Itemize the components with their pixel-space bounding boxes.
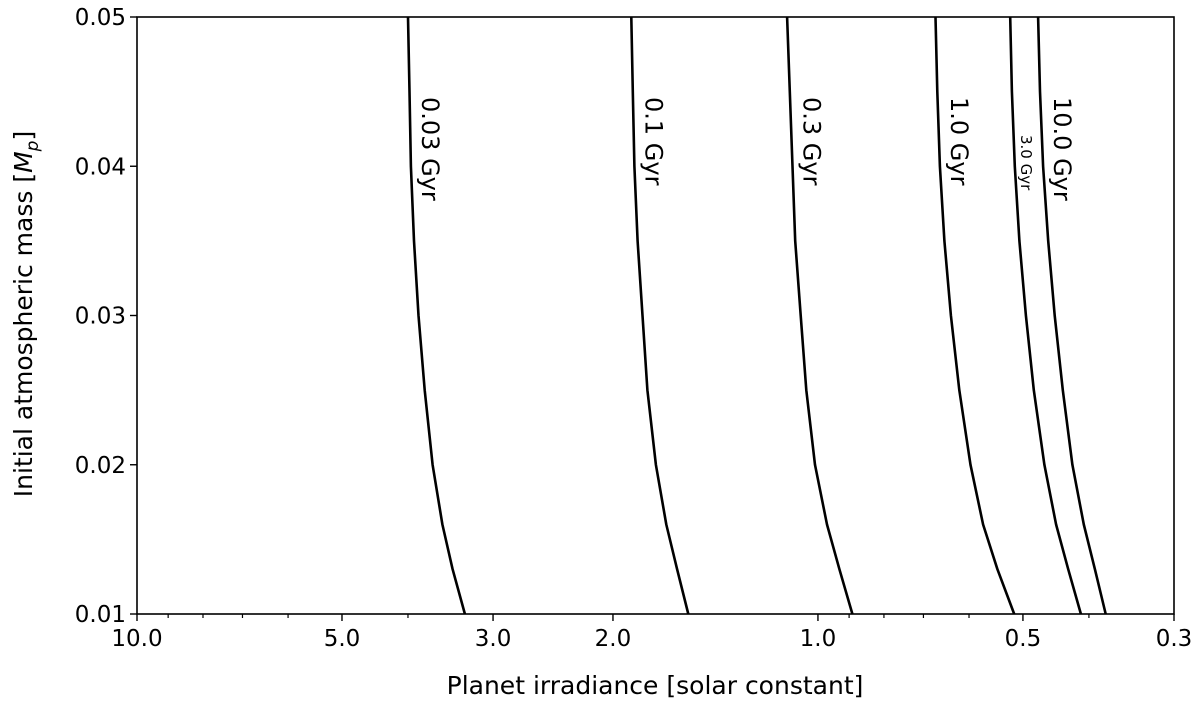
x-tick-label: 5.0 xyxy=(324,626,361,652)
plot-frame xyxy=(136,16,1175,615)
y-axis-ticks: 0.01 0.02 0.03 0.04 0.05 xyxy=(75,5,137,628)
y-axis-title: Initial atmospheric mass [Mp] xyxy=(9,131,43,498)
y-tick-label: 0.05 xyxy=(75,5,126,31)
y-tick-label: 0.04 xyxy=(75,154,126,180)
series-line xyxy=(934,16,1016,615)
x-tick-label: 3.0 xyxy=(475,626,512,652)
series-line xyxy=(1036,16,1107,615)
series-line xyxy=(630,16,690,615)
x-tick-label: 2.0 xyxy=(595,626,632,652)
y-axis-title-prefix: Initial atmospheric mass [ xyxy=(9,173,38,497)
y-tick-label: 0.02 xyxy=(75,453,126,479)
series-label: 1.0 Gyr xyxy=(945,97,973,186)
series-line xyxy=(785,16,854,615)
y-axis-title-variable: M xyxy=(9,151,38,173)
x-tick-label: 10.0 xyxy=(111,626,162,652)
y-axis-title-subscript: p xyxy=(23,140,43,152)
series-label: 0.1 Gyr xyxy=(639,97,667,186)
y-tick-label: 0.01 xyxy=(75,602,126,628)
y-tick-label: 0.03 xyxy=(75,304,126,330)
series-label: 0.3 Gyr xyxy=(798,97,826,186)
x-tick-label: 1.0 xyxy=(800,626,837,652)
series-label: 3.0 Gyr xyxy=(1017,135,1035,191)
y-axis-title-suffix: ] xyxy=(9,131,38,141)
series-line xyxy=(1008,16,1083,615)
series-label: 10.0 Gyr xyxy=(1048,97,1076,201)
x-axis-ticks: 10.0 5.0 3.0 2.0 1.0 0.5 0.3 xyxy=(111,614,1192,652)
series-layer xyxy=(406,16,1107,615)
x-tick-label: 0.3 xyxy=(1156,626,1193,652)
series-line xyxy=(406,16,467,615)
series-label: 0.03 Gyr xyxy=(416,97,444,201)
contour-labels: 0.03 Gyr 0.1 Gyr 0.3 Gyr 1.0 Gyr 3.0 Gyr 10.0… xyxy=(416,97,1076,201)
x-axis-title: Planet irradiance [solar constant] xyxy=(447,671,864,700)
x-tick-label: 0.5 xyxy=(1005,626,1042,652)
